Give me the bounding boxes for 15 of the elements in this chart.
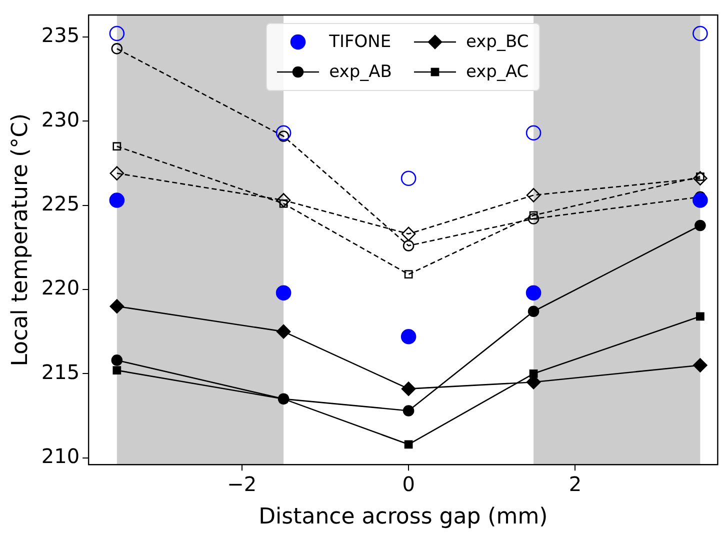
y-tick-label: 235 [41,23,80,48]
y-tick-label: 225 [41,191,80,216]
legend-label: TIFONE [329,32,392,52]
y-tick-label: 220 [41,276,80,300]
y-tick-label: 230 [41,107,80,132]
y-axis-title: Local temperature (°C) [8,113,33,366]
x-tick-label: −2 [227,472,257,496]
x-axis-title: Distance across gap (mm) [258,504,548,530]
y-tick-label: 210 [41,444,80,468]
legend-label: exp_AB [329,62,392,82]
x-tick-label: 0 [402,472,415,496]
legend-label: exp_BC [466,32,529,52]
legend-label: exp_AC [466,62,529,82]
x-tick-label: 2 [568,472,582,496]
y-tick-label: 215 [41,360,80,384]
